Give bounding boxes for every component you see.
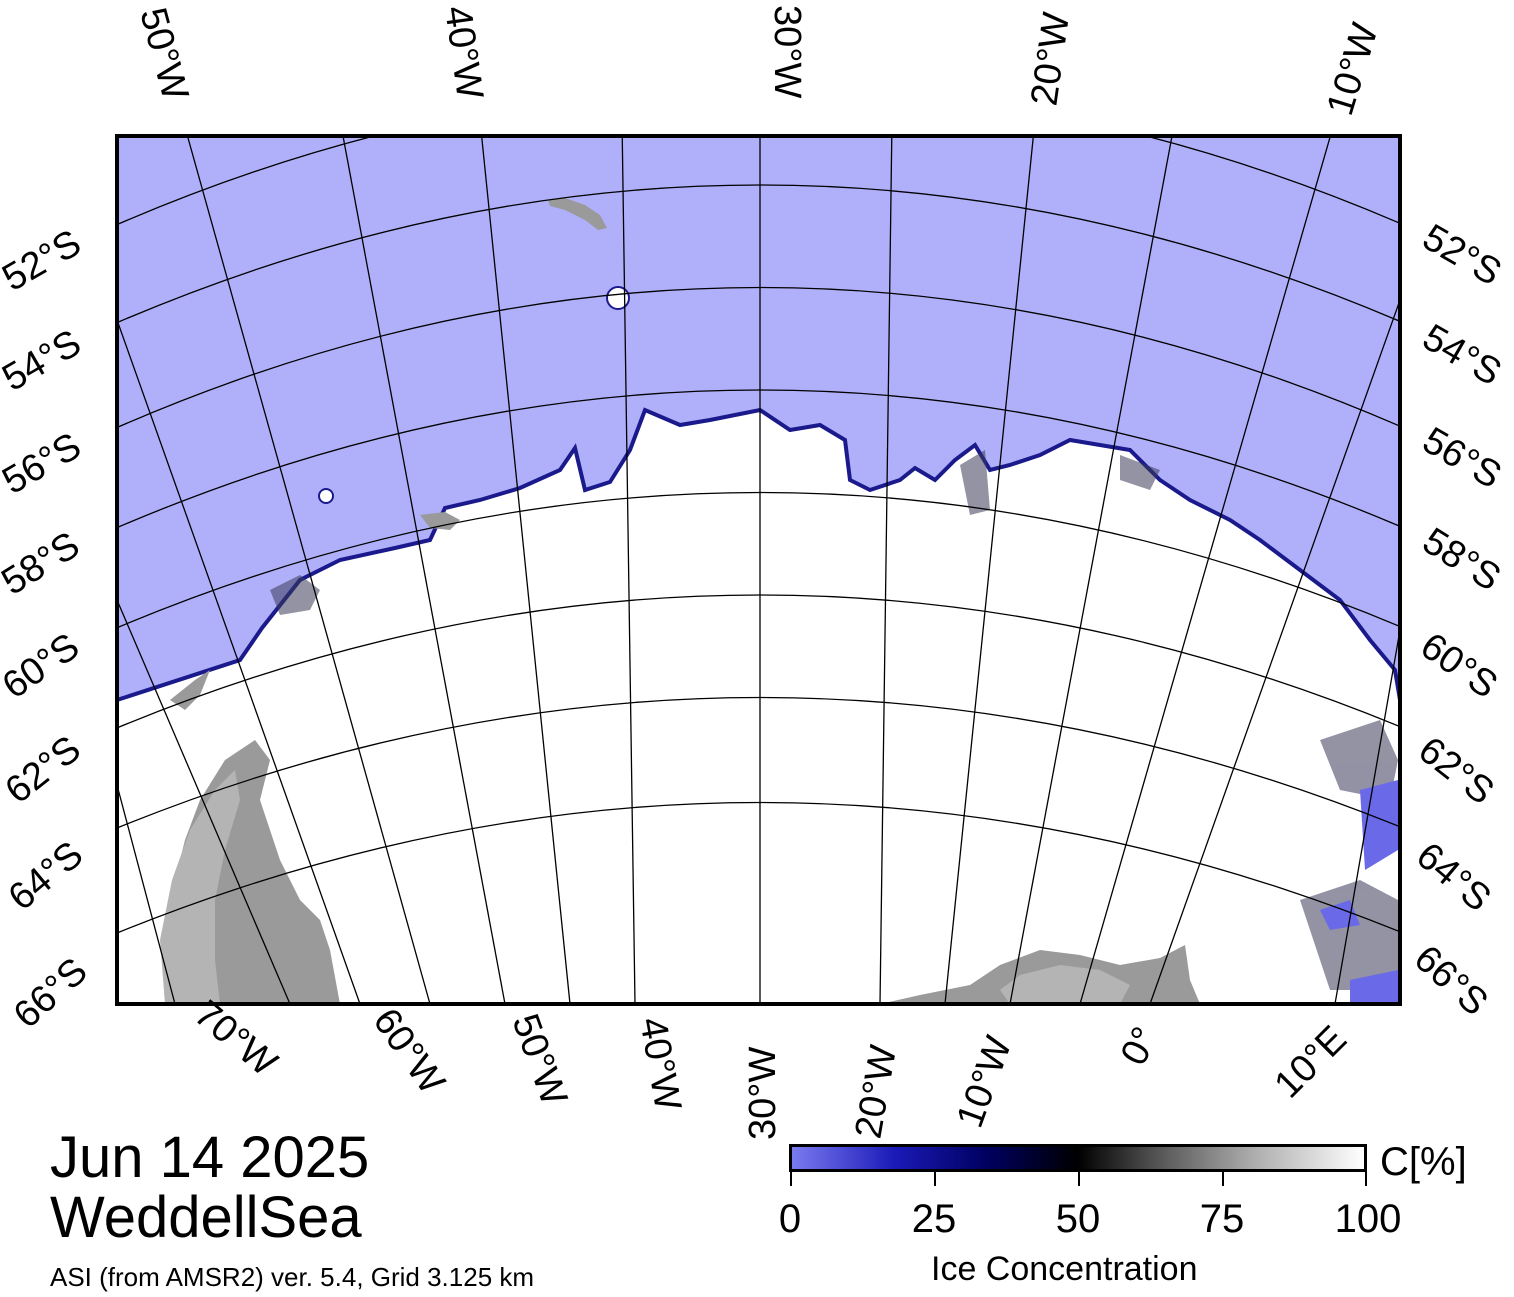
ice-floe (606, 286, 630, 310)
lon-label-top: 10°W (1319, 19, 1386, 121)
sea-ice-area (117, 407, 1400, 1004)
lat-label-left: 60°S (0, 625, 87, 707)
lon-label-bottom: 40°W (631, 1014, 689, 1113)
map-region: WeddellSea (50, 1185, 362, 1250)
colorbar-unit: C[%] (1380, 1140, 1467, 1184)
colorbar-tick-label: 50 (1055, 1197, 1101, 1241)
lon-label-bottom: 0° (1113, 1020, 1167, 1072)
south-georgia-island (548, 198, 607, 230)
colorbar-tick-label: 25 (911, 1197, 957, 1241)
colorbar-tick (1365, 1172, 1367, 1186)
lat-label-left: 64°S (1, 833, 91, 918)
lat-label-right: 54°S (1416, 316, 1509, 394)
lat-label-right: 64°S (1408, 835, 1498, 920)
lon-label-top: 40°W (436, 3, 491, 101)
lon-label-top: 30°W (766, 5, 808, 98)
longitude-lines (117, 136, 1400, 1004)
lat-label-right: 66°S (1406, 937, 1496, 1024)
lon-label-bottom: 10°W (949, 1031, 1020, 1133)
map-date: Jun 14 2025 (50, 1125, 370, 1190)
lat-label-left: 66°S (6, 950, 96, 1037)
left-latitude-labels: 52°S 54°S 56°S 58°S 60°S 62°S 64°S 66°S (0, 222, 96, 1037)
lon-label-bottom: 30°W (742, 1047, 784, 1140)
lon-label-bottom: 10°E (1267, 1018, 1355, 1106)
colorbar-tick (934, 1172, 936, 1186)
lat-label-right: 56°S (1416, 419, 1509, 497)
colorbar-tick (790, 1172, 792, 1186)
map-frame (115, 134, 1402, 1006)
lat-label-left: 52°S (0, 222, 88, 300)
south-shetland-islands (170, 670, 210, 710)
lon-label-bottom: 20°W (848, 1042, 906, 1141)
colorbar-title: Ice Concentration (931, 1250, 1198, 1288)
colorbar-tick-label: 0 (778, 1197, 802, 1241)
lat-label-left: 54°S (0, 322, 88, 400)
lat-label-left: 62°S (0, 728, 89, 812)
bottom-longitude-labels: 70°W 60°W 50°W 40°W 30°W 20°W 10°W 0° 10… (186, 993, 1355, 1142)
colorbar-tick (1078, 1172, 1080, 1186)
lat-label-right: 52°S (1416, 216, 1509, 294)
coast-highlands (1000, 965, 1130, 1004)
lon-label-bottom: 50°W (504, 1009, 575, 1111)
peninsula-highlands (160, 770, 240, 1004)
colorbar-tick-label: 100 (1334, 1197, 1402, 1241)
ice-concentration-colorbar (789, 1144, 1367, 1172)
lat-label-left: 58°S (0, 524, 87, 604)
top-longitude-labels: 50°W 40°W 30°W 20°W 10°W (131, 3, 1386, 120)
colorbar-tick (1222, 1172, 1224, 1186)
lat-label-left: 56°S (0, 425, 88, 503)
ice-floe (318, 488, 334, 504)
marginal-ice-zone (270, 450, 1398, 990)
lat-label-right: 62°S (1410, 729, 1501, 813)
lon-label-top: 20°W (1023, 10, 1078, 108)
lon-label-top: 50°W (131, 3, 196, 104)
product-caption: ASI (from AMSR2) ver. 5.4, Grid 3.125 km (50, 1262, 535, 1292)
lat-label-right: 60°S (1413, 625, 1505, 707)
lat-label-right: 58°S (1415, 520, 1507, 600)
colorbar-tick-label: 75 (1199, 1197, 1245, 1241)
lon-label-bottom: 70°W (186, 993, 285, 1085)
right-latitude-labels: 52°S 54°S 56°S 58°S 60°S 62°S 64°S 66°S (1406, 216, 1508, 1024)
south-orkney-islands (420, 512, 460, 530)
lon-label-bottom: 60°W (365, 1001, 453, 1102)
